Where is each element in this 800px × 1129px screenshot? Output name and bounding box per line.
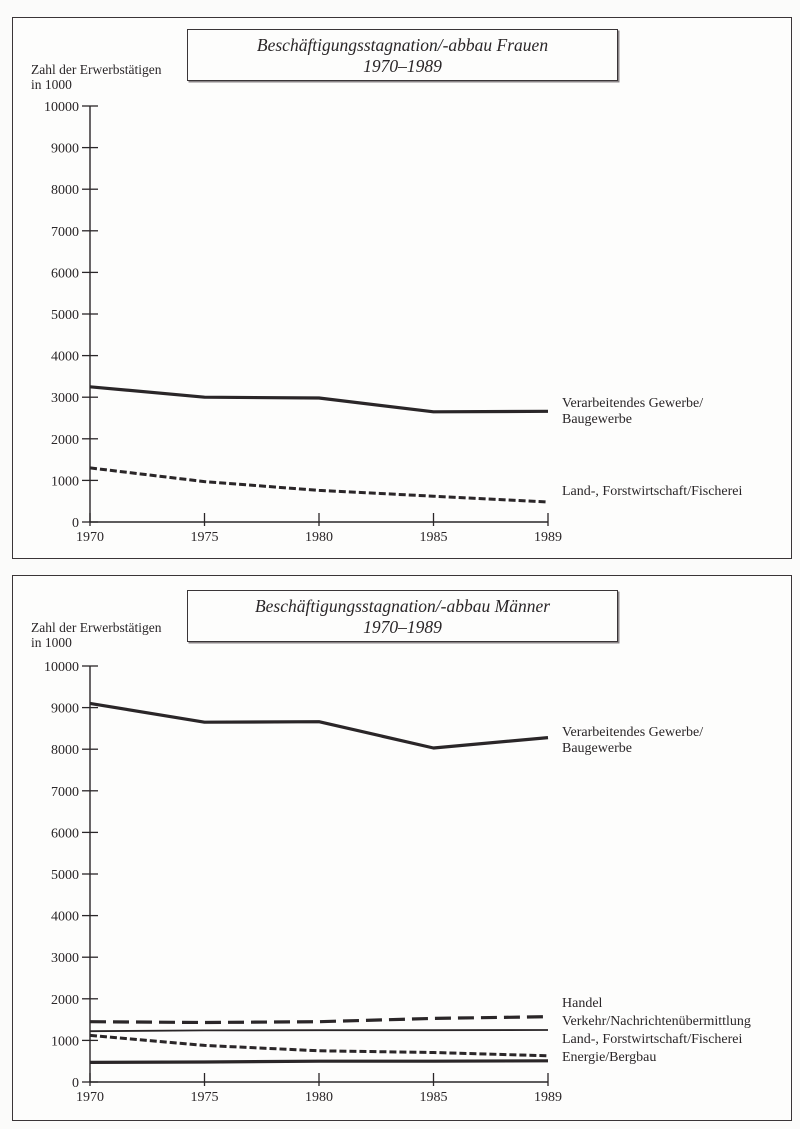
y-tick-label: 3000: [51, 391, 79, 406]
chart-panel-frauen: Beschäftigungsstagnation/-abbau Frauen 1…: [12, 17, 792, 559]
y-tick-label: 7000: [51, 225, 79, 240]
chart-title-box: Beschäftigungsstagnation/-abbau Männer 1…: [187, 590, 618, 642]
y-axis-label-line1: Zahl der Erwerbstätigen: [31, 620, 162, 635]
series-line: [89, 1033, 549, 1058]
series-label: Handel: [562, 996, 603, 1011]
y-tick-label: 2000: [51, 433, 79, 448]
y-tick-label: 10000: [44, 660, 79, 675]
series-label: Baugewerbe: [562, 741, 632, 756]
series-label: Verarbeitendes Gewerbe/: [562, 396, 703, 411]
chart-title-box: Beschäftigungsstagnation/-abbau Frauen 1…: [187, 29, 618, 81]
series-line: [89, 1029, 549, 1033]
series-label: Verkehr/Nachrichtenübermittlung: [562, 1014, 751, 1029]
chart-subtitle: 1970–1989: [363, 56, 442, 76]
y-tick-label: 6000: [51, 826, 79, 841]
x-tick-label: 1970: [76, 1090, 104, 1105]
y-tick-label: 8000: [51, 743, 79, 758]
y-axis-label-line1: Zahl der Erwerbstätigen: [31, 62, 162, 77]
series-line: [89, 385, 549, 414]
x-tick-label: 1970: [76, 530, 104, 545]
chart-title: Beschäftigungsstagnation/-abbau Frauen: [256, 35, 549, 55]
series-label: Energie/Bergbau: [562, 1050, 656, 1065]
y-axis-label: Zahl der Erwerbstätigen in 1000: [31, 62, 161, 92]
y-axis-label: Zahl der Erwerbstätigen in 1000: [31, 620, 161, 650]
y-tick-label: 3000: [51, 951, 79, 966]
y-tick-label: 1000: [51, 1034, 79, 1049]
y-tick-label: 7000: [51, 785, 79, 800]
series-line: [89, 701, 549, 750]
y-tick-label: 0: [72, 1076, 79, 1091]
chart-panel-maenner: Beschäftigungsstagnation/-abbau Männer 1…: [12, 575, 792, 1121]
x-tick-label: 1980: [305, 1090, 333, 1105]
chart-subtitle: 1970–1989: [363, 617, 442, 637]
line-plot-maenner: 0 1000 2000 3000 4000 5000 6000 7000 8000 9000 100…: [44, 660, 751, 1105]
x-tick-label: 1980: [305, 530, 333, 545]
y-tick-label: 0: [72, 516, 79, 531]
y-tick-label: 2000: [51, 993, 79, 1008]
y-tick-label: 8000: [51, 183, 79, 198]
series-line: [89, 1059, 549, 1064]
y-tick-label: 6000: [51, 266, 79, 281]
x-tick-label: 1989: [534, 1090, 562, 1105]
y-tick-label: 5000: [51, 868, 79, 883]
x-tick-label: 1975: [191, 530, 219, 545]
series-line: [89, 466, 549, 504]
y-tick-label: 1000: [51, 474, 79, 489]
x-tick-label: 1985: [420, 1090, 448, 1105]
series-label: Verarbeitendes Gewerbe/: [562, 725, 703, 740]
y-tick-label: 9000: [51, 702, 79, 717]
y-tick-label: 4000: [51, 350, 79, 365]
y-axis-label-line2: in 1000: [31, 635, 72, 650]
x-tick-label: 1989: [534, 530, 562, 545]
y-tick-label: 5000: [51, 308, 79, 323]
series-label: Land-, Forstwirtschaft/Fischerei: [562, 1032, 743, 1047]
y-tick-label: 9000: [51, 142, 79, 157]
chart-title: Beschäftigungsstagnation/-abbau Männer: [254, 596, 551, 616]
line-plot-frauen: 0 1000 2000 3000 4000 5000 6000 7000 8000 9000 100…: [44, 100, 743, 545]
x-tick-label: 1975: [191, 1090, 219, 1105]
series-label: Baugewerbe: [562, 412, 632, 427]
series-label: Land-, Forstwirtschaft/Fischerei: [562, 484, 743, 499]
y-tick-label: 4000: [51, 910, 79, 925]
series-line: [89, 1015, 549, 1025]
x-tick-label: 1985: [420, 530, 448, 545]
y-tick-label: 10000: [44, 100, 79, 115]
y-axis-label-line2: in 1000: [31, 77, 72, 92]
